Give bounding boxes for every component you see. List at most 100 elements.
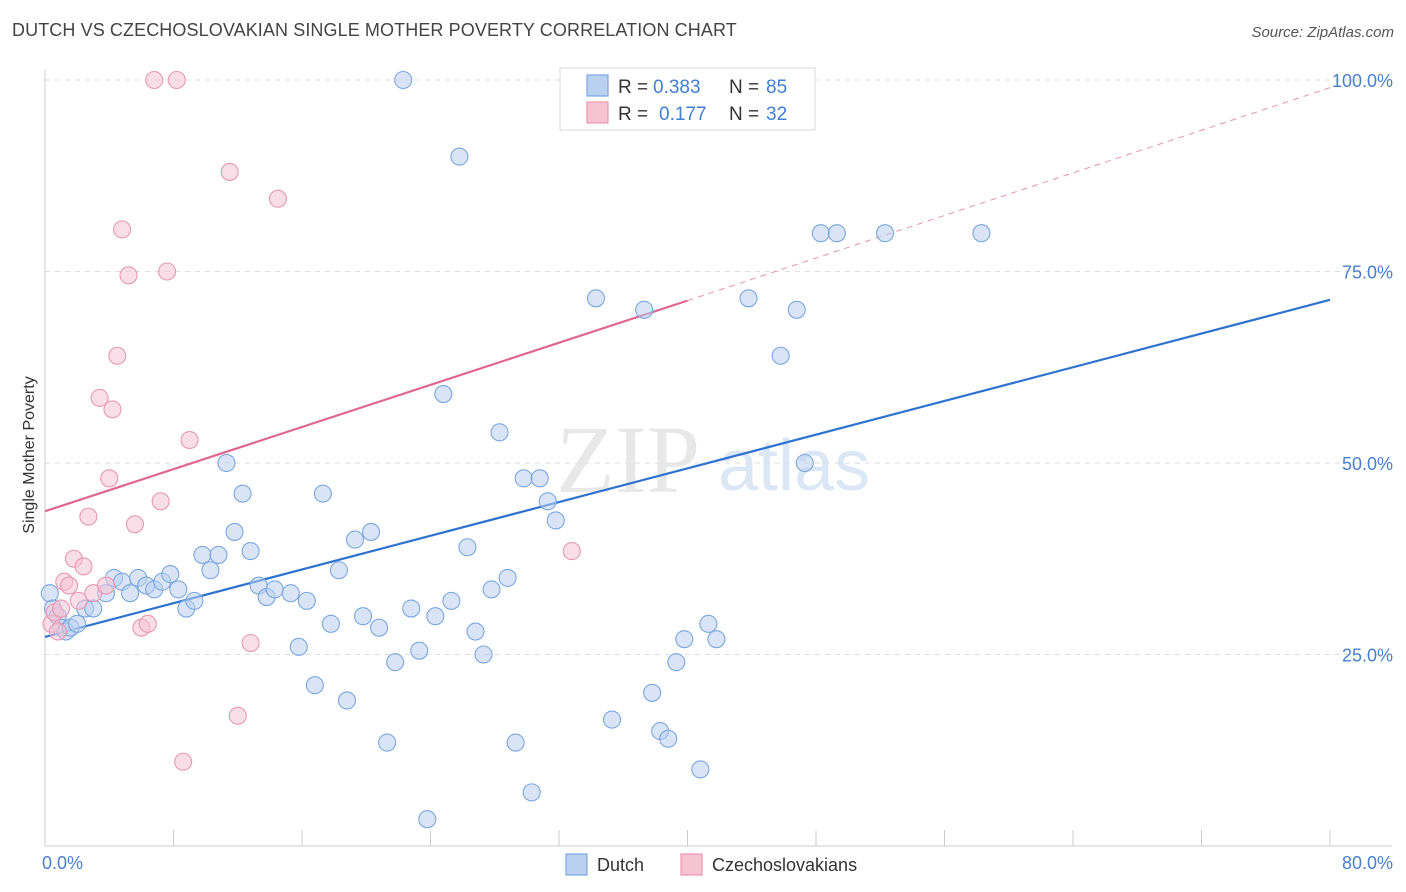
data-point-dutch[interactable] [217,453,236,473]
data-point-czechoslovakians[interactable] [90,388,109,407]
data-point-dutch[interactable] [201,561,220,580]
data-point-czechoslovakians[interactable] [69,591,88,610]
data-point-czechoslovakians[interactable] [103,400,122,419]
y-tick-label: 50.0% [1342,454,1393,474]
data-point-dutch[interactable] [289,637,308,656]
legend-r-value-czechoslovakians: 0.177 [659,104,707,125]
data-point-czechoslovakians[interactable] [562,542,581,561]
data-point-dutch[interactable] [241,542,260,561]
data-point-czechoslovakians[interactable] [167,70,186,90]
data-point-czechoslovakians[interactable] [60,576,79,595]
data-point-czechoslovakians[interactable] [151,492,170,511]
data-point-dutch[interactable] [691,760,710,779]
data-point-dutch[interactable] [402,599,421,618]
data-point-czechoslovakians[interactable] [100,469,119,488]
data-point-czechoslovakians[interactable] [220,162,239,181]
data-point-dutch[interactable] [337,691,357,710]
data-point-dutch[interactable] [466,622,485,641]
data-point-dutch[interactable] [739,289,758,308]
data-point-dutch[interactable] [209,545,228,564]
data-point-dutch[interactable] [329,561,348,580]
data-point-dutch[interactable] [370,618,389,637]
bottom-legend-swatch-czechoslovakians[interactable] [680,853,703,876]
data-point-dutch[interactable] [482,580,501,599]
data-point-dutch[interactable] [530,469,549,488]
data-point-dutch[interactable] [426,607,445,626]
data-point-dutch[interactable] [876,224,895,243]
data-point-dutch[interactable] [378,733,397,752]
data-point-dutch[interactable] [458,538,477,557]
data-point-czechoslovakians[interactable] [228,706,247,725]
data-point-dutch[interactable] [643,683,662,702]
data-point-dutch[interactable] [972,224,991,243]
data-point-dutch[interactable] [297,591,316,610]
data-point-dutch[interactable] [410,641,429,660]
data-point-dutch[interactable] [442,591,461,610]
data-point-czechoslovakians[interactable] [119,266,138,285]
data-point-czechoslovakians[interactable] [138,614,157,633]
data-point-dutch[interactable] [193,545,212,564]
data-point-dutch[interactable] [434,385,453,404]
data-point-dutch[interactable] [506,733,525,752]
bottom-legend-swatch-dutch[interactable] [565,853,588,876]
data-point-dutch[interactable] [514,469,533,488]
data-point-dutch[interactable] [795,453,814,473]
data-point-dutch[interactable] [699,614,718,633]
data-point-dutch[interactable] [321,614,340,633]
data-point-dutch[interactable] [450,147,469,166]
data-point-czechoslovakians[interactable] [241,633,260,653]
data-point-dutch[interactable] [161,565,180,584]
data-point-dutch[interactable] [265,580,284,599]
data-point-dutch[interactable] [667,653,686,672]
data-point-dutch[interactable] [225,522,244,541]
data-point-dutch[interactable] [40,584,59,603]
data-point-dutch[interactable] [233,484,252,503]
data-point-czechoslovakians[interactable] [48,622,67,641]
data-point-dutch[interactable] [522,783,541,802]
data-point-dutch[interactable] [659,729,678,748]
data-point-dutch[interactable] [787,300,806,319]
data-point-dutch[interactable] [345,530,365,549]
data-point-czechoslovakians[interactable] [52,599,71,618]
data-point-dutch[interactable] [474,645,493,664]
data-point-dutch[interactable] [675,630,694,649]
data-point-dutch[interactable] [313,484,332,503]
data-point-dutch[interactable] [635,300,654,319]
data-point-czechoslovakians[interactable] [108,346,127,365]
data-point-dutch[interactable] [169,580,188,599]
data-point-dutch[interactable] [586,289,605,308]
data-point-dutch[interactable] [121,584,140,603]
data-point-dutch[interactable] [394,70,413,90]
data-point-dutch[interactable] [353,607,373,626]
data-point-dutch[interactable] [498,568,517,587]
bottom-legend-label-dutch[interactable]: Dutch [597,855,644,875]
data-point-dutch[interactable] [602,710,622,729]
data-point-czechoslovakians[interactable] [174,752,193,771]
data-point-dutch[interactable] [538,492,557,511]
data-point-dutch[interactable] [490,423,509,442]
data-point-czechoslovakians[interactable] [180,430,199,450]
data-point-czechoslovakians[interactable] [79,507,98,526]
data-point-czechoslovakians[interactable] [125,515,144,534]
bottom-legend-label-czechoslovakians[interactable]: Czechoslovakians [712,855,857,875]
data-point-dutch[interactable] [281,584,300,603]
data-point-dutch[interactable] [827,224,846,243]
data-point-czechoslovakians[interactable] [268,189,287,208]
data-point-dutch[interactable] [185,591,204,610]
data-point-dutch[interactable] [362,522,381,541]
data-point-czechoslovakians[interactable] [113,220,132,239]
data-point-dutch[interactable] [68,614,87,633]
data-point-dutch[interactable] [771,346,790,365]
data-point-dutch[interactable] [707,630,726,649]
data-point-dutch[interactable] [305,676,324,695]
data-point-dutch[interactable] [811,224,830,243]
data-point-czechoslovakians[interactable] [96,576,116,595]
data-point-czechoslovakians[interactable] [145,70,164,90]
data-point-dutch[interactable] [546,511,565,530]
data-point-dutch[interactable] [386,653,405,672]
x-tick-label-min: 0.0% [42,853,83,873]
data-point-dutch[interactable] [418,810,437,829]
data-point-czechoslovakians[interactable] [74,557,93,576]
data-point-czechoslovakians[interactable] [158,262,177,281]
legend-r-value-dutch: 0.383 [653,77,701,98]
